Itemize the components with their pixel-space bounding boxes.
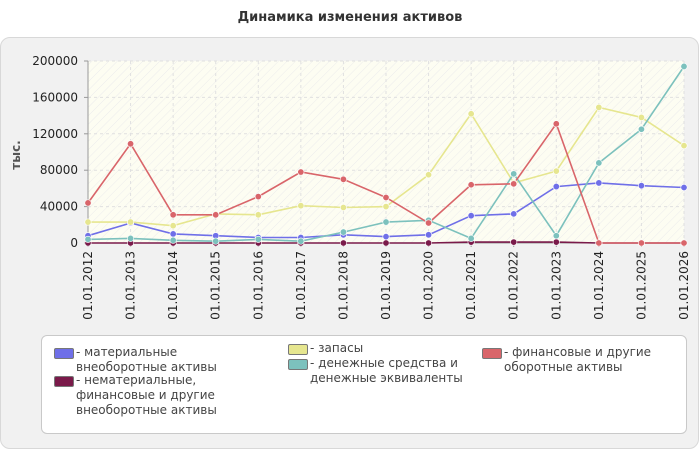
- series-point-3: [382, 218, 390, 226]
- x-tick-label: 01.01.2022: [507, 251, 521, 320]
- series-point-3: [595, 159, 603, 167]
- series-point-2: [84, 218, 92, 226]
- series-point-0: [467, 212, 475, 220]
- series-point-3: [552, 232, 560, 240]
- series-point-2: [680, 142, 688, 150]
- x-tick-label: 01.01.2017: [294, 251, 308, 320]
- series-point-2: [425, 171, 433, 179]
- series-point-2: [552, 167, 560, 175]
- series-point-3: [339, 228, 347, 236]
- series-point-4: [297, 168, 305, 176]
- legend-swatch: [288, 344, 308, 355]
- series-point-3: [297, 237, 305, 245]
- series-point-2: [339, 204, 347, 212]
- chart-legend: - материальные внеоборотные активы - нем…: [41, 335, 687, 434]
- y-axis-label: тыс.: [9, 140, 23, 169]
- y-tick-label: 200000: [32, 54, 78, 68]
- legend-label: - запасы: [310, 341, 364, 355]
- series-point-4: [212, 211, 220, 219]
- series-point-1: [510, 238, 518, 246]
- x-tick-label: 01.01.2019: [379, 251, 393, 320]
- series-point-3: [467, 234, 475, 242]
- legend-label: - денежные средства и денежные эквивален…: [310, 356, 463, 385]
- series-point-0: [169, 230, 177, 238]
- series-point-2: [169, 222, 177, 230]
- series-point-0: [595, 179, 603, 187]
- series-point-3: [127, 234, 135, 242]
- x-tick-label: 01.01.2024: [592, 251, 606, 320]
- y-tick-label: 40000: [40, 200, 78, 214]
- y-tick-label: 80000: [40, 163, 78, 177]
- y-tick-label: 0: [70, 236, 78, 250]
- legend-swatch: [482, 348, 502, 359]
- series-point-4: [382, 194, 390, 202]
- x-tick-label: 01.01.2016: [251, 251, 265, 320]
- series-point-1: [382, 239, 390, 247]
- series-point-2: [127, 218, 135, 226]
- series-point-4: [467, 181, 475, 189]
- series-point-4: [552, 120, 560, 128]
- legend-swatch: [288, 359, 308, 370]
- legend-label: - материальные внеоборотные активы: [76, 345, 217, 374]
- legend-label: - нематериальные, финансовые и другие вн…: [76, 373, 217, 417]
- series-point-4: [84, 199, 92, 207]
- legend-swatch: [54, 376, 74, 387]
- series-point-0: [382, 233, 390, 241]
- series-point-1: [425, 239, 433, 247]
- x-tick-label: 01.01.2025: [634, 251, 648, 320]
- x-tick-label: 01.01.2013: [124, 251, 138, 320]
- series-point-4: [680, 239, 688, 247]
- series-point-3: [212, 237, 220, 245]
- series-point-3: [510, 170, 518, 178]
- series-point-1: [339, 239, 347, 247]
- series-point-2: [254, 211, 262, 219]
- x-tick-label: 01.01.2026: [677, 251, 691, 320]
- series-point-1: [552, 238, 560, 246]
- x-tick-label: 01.01.2015: [209, 251, 223, 320]
- series-point-0: [425, 231, 433, 239]
- chart-title: Динамика изменения активов: [237, 10, 463, 25]
- series-point-4: [595, 239, 603, 247]
- x-tick-label: 01.01.2020: [422, 251, 436, 320]
- series-point-2: [297, 202, 305, 210]
- series-point-2: [595, 103, 603, 111]
- series-point-2: [467, 110, 475, 118]
- series-point-3: [680, 62, 688, 70]
- series-point-0: [637, 182, 645, 190]
- series-point-4: [169, 211, 177, 219]
- legend-swatch: [54, 348, 74, 359]
- x-tick-label: 01.01.2021: [464, 251, 478, 320]
- y-tick-label: 120000: [32, 127, 78, 141]
- series-point-4: [339, 175, 347, 183]
- x-tick-label: 01.01.2012: [81, 251, 95, 320]
- series-point-3: [84, 235, 92, 243]
- series-point-4: [127, 140, 135, 148]
- series-point-4: [254, 193, 262, 201]
- series-point-3: [169, 236, 177, 244]
- series-point-4: [425, 219, 433, 227]
- legend-label: - финансовые и другие оборотные активы: [504, 345, 652, 374]
- series-point-2: [637, 113, 645, 121]
- x-tick-label: 01.01.2014: [166, 251, 180, 320]
- x-tick-label: 01.01.2018: [336, 251, 350, 320]
- series-point-0: [680, 183, 688, 191]
- series-point-2: [382, 203, 390, 211]
- y-tick-label: 160000: [32, 90, 78, 104]
- series-point-0: [510, 210, 518, 218]
- series-point-4: [510, 180, 518, 188]
- series-point-0: [552, 183, 560, 191]
- series-point-3: [637, 125, 645, 133]
- x-tick-label: 01.01.2023: [549, 251, 563, 320]
- series-point-4: [637, 239, 645, 247]
- series-point-3: [254, 235, 262, 243]
